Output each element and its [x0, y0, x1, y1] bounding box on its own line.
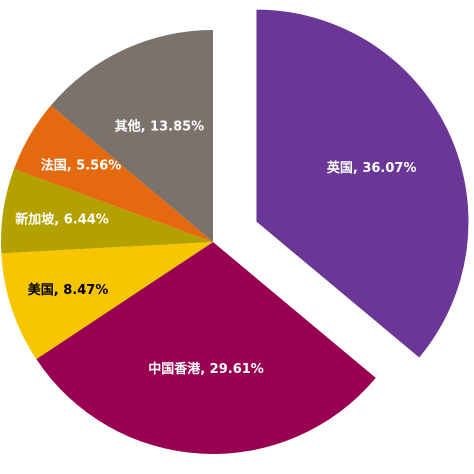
slice-label: 中国香港, 29.61% [148, 361, 264, 377]
pie-slice [0, 169, 213, 254]
label-separator: , [67, 158, 76, 173]
value-label: 8.47% [63, 282, 108, 297]
value-label: 6.44% [64, 212, 109, 227]
category-label: 中国香港 [148, 361, 201, 377]
label-separator: , [141, 119, 150, 134]
label-separator: , [200, 362, 209, 377]
label-separator: , [54, 282, 63, 297]
pie-slice [36, 242, 376, 454]
value-label: 36.07% [362, 160, 416, 175]
category-label: 其他 [115, 118, 141, 134]
category-label: 法国 [41, 157, 67, 173]
category-label: 英国 [326, 159, 353, 175]
value-label: 5.56% [76, 158, 121, 173]
value-label: 13.85% [150, 119, 204, 134]
pie-slice [1, 242, 213, 360]
pie-slice [13, 105, 214, 242]
label-separator: , [54, 212, 63, 227]
slice-label: 英国, 36.07% [326, 159, 417, 175]
value-label: 29.61% [210, 362, 264, 377]
slice-label: 新加坡, 6.44% [15, 211, 109, 227]
slice-label: 美国, 8.47% [28, 281, 109, 297]
pie-slice [256, 9, 469, 358]
label-separator: , [353, 160, 362, 175]
category-label: 美国 [28, 281, 54, 297]
slice-label: 法国, 5.56% [41, 157, 122, 173]
category-label: 新加坡 [15, 211, 55, 227]
pie-slice [50, 30, 213, 242]
slice-label: 其他, 13.85% [115, 118, 205, 134]
